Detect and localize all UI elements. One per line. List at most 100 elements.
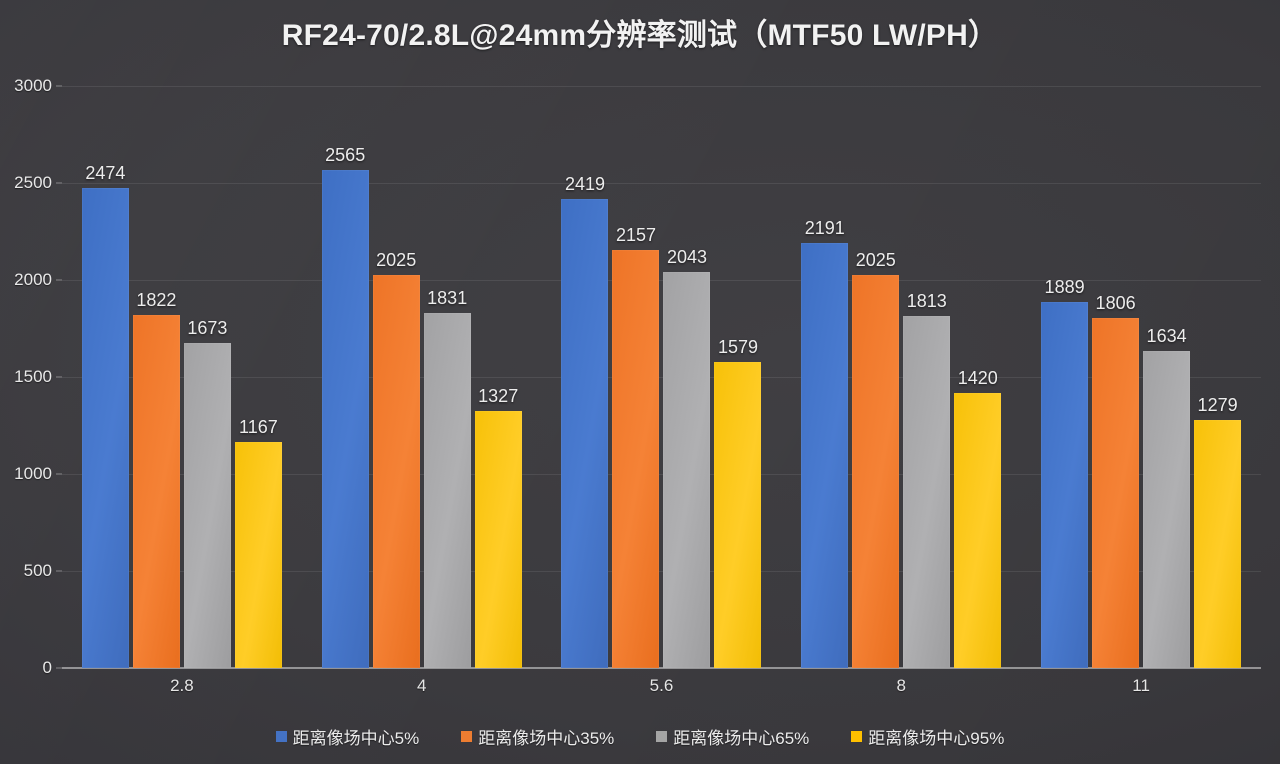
bar-slot: 2419 [561,86,609,668]
gridline [62,183,1261,184]
bar-slot: 2191 [801,86,849,668]
bar-value-label: 1673 [187,318,228,339]
bar-slot: 2043 [663,86,711,668]
chart-title: RF24-70/2.8L@24mm分辨率测试（MTF50 LW/PH） [281,19,999,52]
bar-value-label: 1420 [957,367,998,388]
y-axis-tick-label: 2500 [14,173,52,192]
bar-value-label: 1822 [136,289,177,310]
bar[interactable]: 1889 [1041,277,1089,668]
bar-group: 2565 2025 1831 1327 [302,86,542,668]
bar[interactable]: 2565 [321,145,369,668]
bar-value-label: 2025 [855,250,896,271]
x-axis-labels: 2.8 4 5.6 8 11 [62,676,1261,696]
bar[interactable]: 2025 [852,250,900,668]
bar[interactable]: 2474 [81,163,129,668]
bar-slot: 1579 [714,86,762,668]
y-axis-tick-mark [56,667,62,669]
x-axis-line [62,667,1261,669]
bar-value-label: 1327 [478,385,519,406]
gridline [62,474,1261,475]
bar[interactable]: 1822 [132,290,180,668]
legend-item[interactable]: 距离像场中心95% [851,724,1004,749]
y-axis-tick-label: 2000 [14,270,52,289]
legend-swatch-icon [275,731,287,742]
bar-slot: 2025 [852,86,900,668]
bar-value-label: 1579 [717,336,759,357]
plot-area [62,86,1261,669]
bar-value-label: 1279 [1197,394,1238,415]
bar[interactable]: 1167 [234,417,282,668]
legend-item[interactable]: 距离像场中心5% [275,724,420,749]
bar-value-label: 2025 [376,250,417,271]
gridline [62,86,1261,87]
bar-value-label: 1831 [427,287,468,308]
legend-label: 距离像场中心5% [292,729,420,748]
bar-value-label: 1167 [239,416,278,437]
y-axis-tick-mark [56,570,62,572]
bar-slot: 2565 [321,86,369,668]
y-axis-tick-label: 1000 [14,464,52,483]
bar[interactable]: 1420 [954,368,1002,668]
bar[interactable]: 2043 [663,247,711,668]
bar-slot: 1673 [183,86,231,668]
y-axis-tick-mark [56,473,62,475]
chart-legend: 距离像场中心5% 距离像场中心35% 距离像场中心65% 距离像场中心95% [0,724,1280,749]
bar-slot: 2157 [612,86,660,668]
bar[interactable]: 2419 [561,174,609,668]
x-axis-tick-label: 2.8 [170,676,194,695]
bar-value-label: 2474 [85,163,126,184]
y-axis-tick-label: 0 [42,658,52,677]
bar-value-label: 1889 [1044,276,1085,297]
bar-slot: 1420 [954,86,1002,668]
bar[interactable]: 1673 [183,318,231,668]
bar-slot: 1813 [903,86,951,668]
bar-value-label: 2043 [666,246,708,267]
bar[interactable]: 1279 [1194,395,1242,668]
bar-slot: 1889 [1041,86,1089,668]
bar-slot: 1822 [132,86,180,668]
legend-swatch-icon [851,731,863,742]
bar[interactable]: 2025 [372,250,420,668]
bar-slot: 1279 [1194,86,1242,668]
legend-label: 距离像场中心95% [868,729,1005,748]
y-axis: 0 500 1000 1500 2000 2500 3000 [0,76,62,677]
bar-slot: 1831 [423,86,471,668]
bar-value-label: 2565 [325,145,366,166]
y-axis-tick-label: 1500 [14,367,52,386]
bar-group: 2191 2025 1813 1420 [781,86,1021,668]
legend-label: 距离像场中心65% [673,729,810,748]
bar-slot: 1327 [474,86,522,668]
bar-value-label: 1634 [1146,326,1187,347]
gridline [62,571,1261,572]
legend-label: 距离像场中心35% [478,729,615,748]
legend-swatch-icon [461,731,473,742]
bar[interactable]: 1831 [423,288,471,668]
bar[interactable]: 1579 [714,337,762,668]
legend-item[interactable]: 距离像场中心65% [656,724,809,749]
y-axis-tick-mark [56,376,62,378]
bar-group: 1889 1806 1634 1279 [1021,86,1261,668]
y-axis-tick-mark [56,182,62,184]
bar-group: 2419 2157 2043 1579 [542,86,782,668]
bar[interactable]: 1806 [1092,293,1140,668]
bar-value-label: 1813 [906,291,947,312]
legend-item[interactable]: 距离像场中心35% [461,724,614,749]
bar-slot: 1806 [1092,86,1140,668]
bar[interactable]: 2191 [801,218,849,668]
gridline [62,280,1261,281]
bar[interactable]: 1634 [1143,326,1191,668]
y-axis-tick-label: 3000 [14,76,52,95]
bar[interactable]: 1813 [903,291,951,668]
y-axis-tick-mark [56,85,62,87]
bar-groups: 2474 1822 1673 1167 2565 2025 1831 1327 2419 2157… [62,86,1261,668]
y-axis-tick-label: 500 [23,561,52,580]
x-axis-tick-label: 11 [1132,676,1150,695]
bar[interactable]: 2157 [612,225,660,668]
bar-slot: 2474 [81,86,129,668]
y-axis-tick-mark [56,279,62,281]
legend-swatch-icon [656,731,668,742]
bar-slot: 1634 [1143,86,1191,668]
x-axis-tick-label: 4 [416,676,427,695]
gridline [62,377,1261,378]
bar[interactable]: 1327 [474,386,522,668]
